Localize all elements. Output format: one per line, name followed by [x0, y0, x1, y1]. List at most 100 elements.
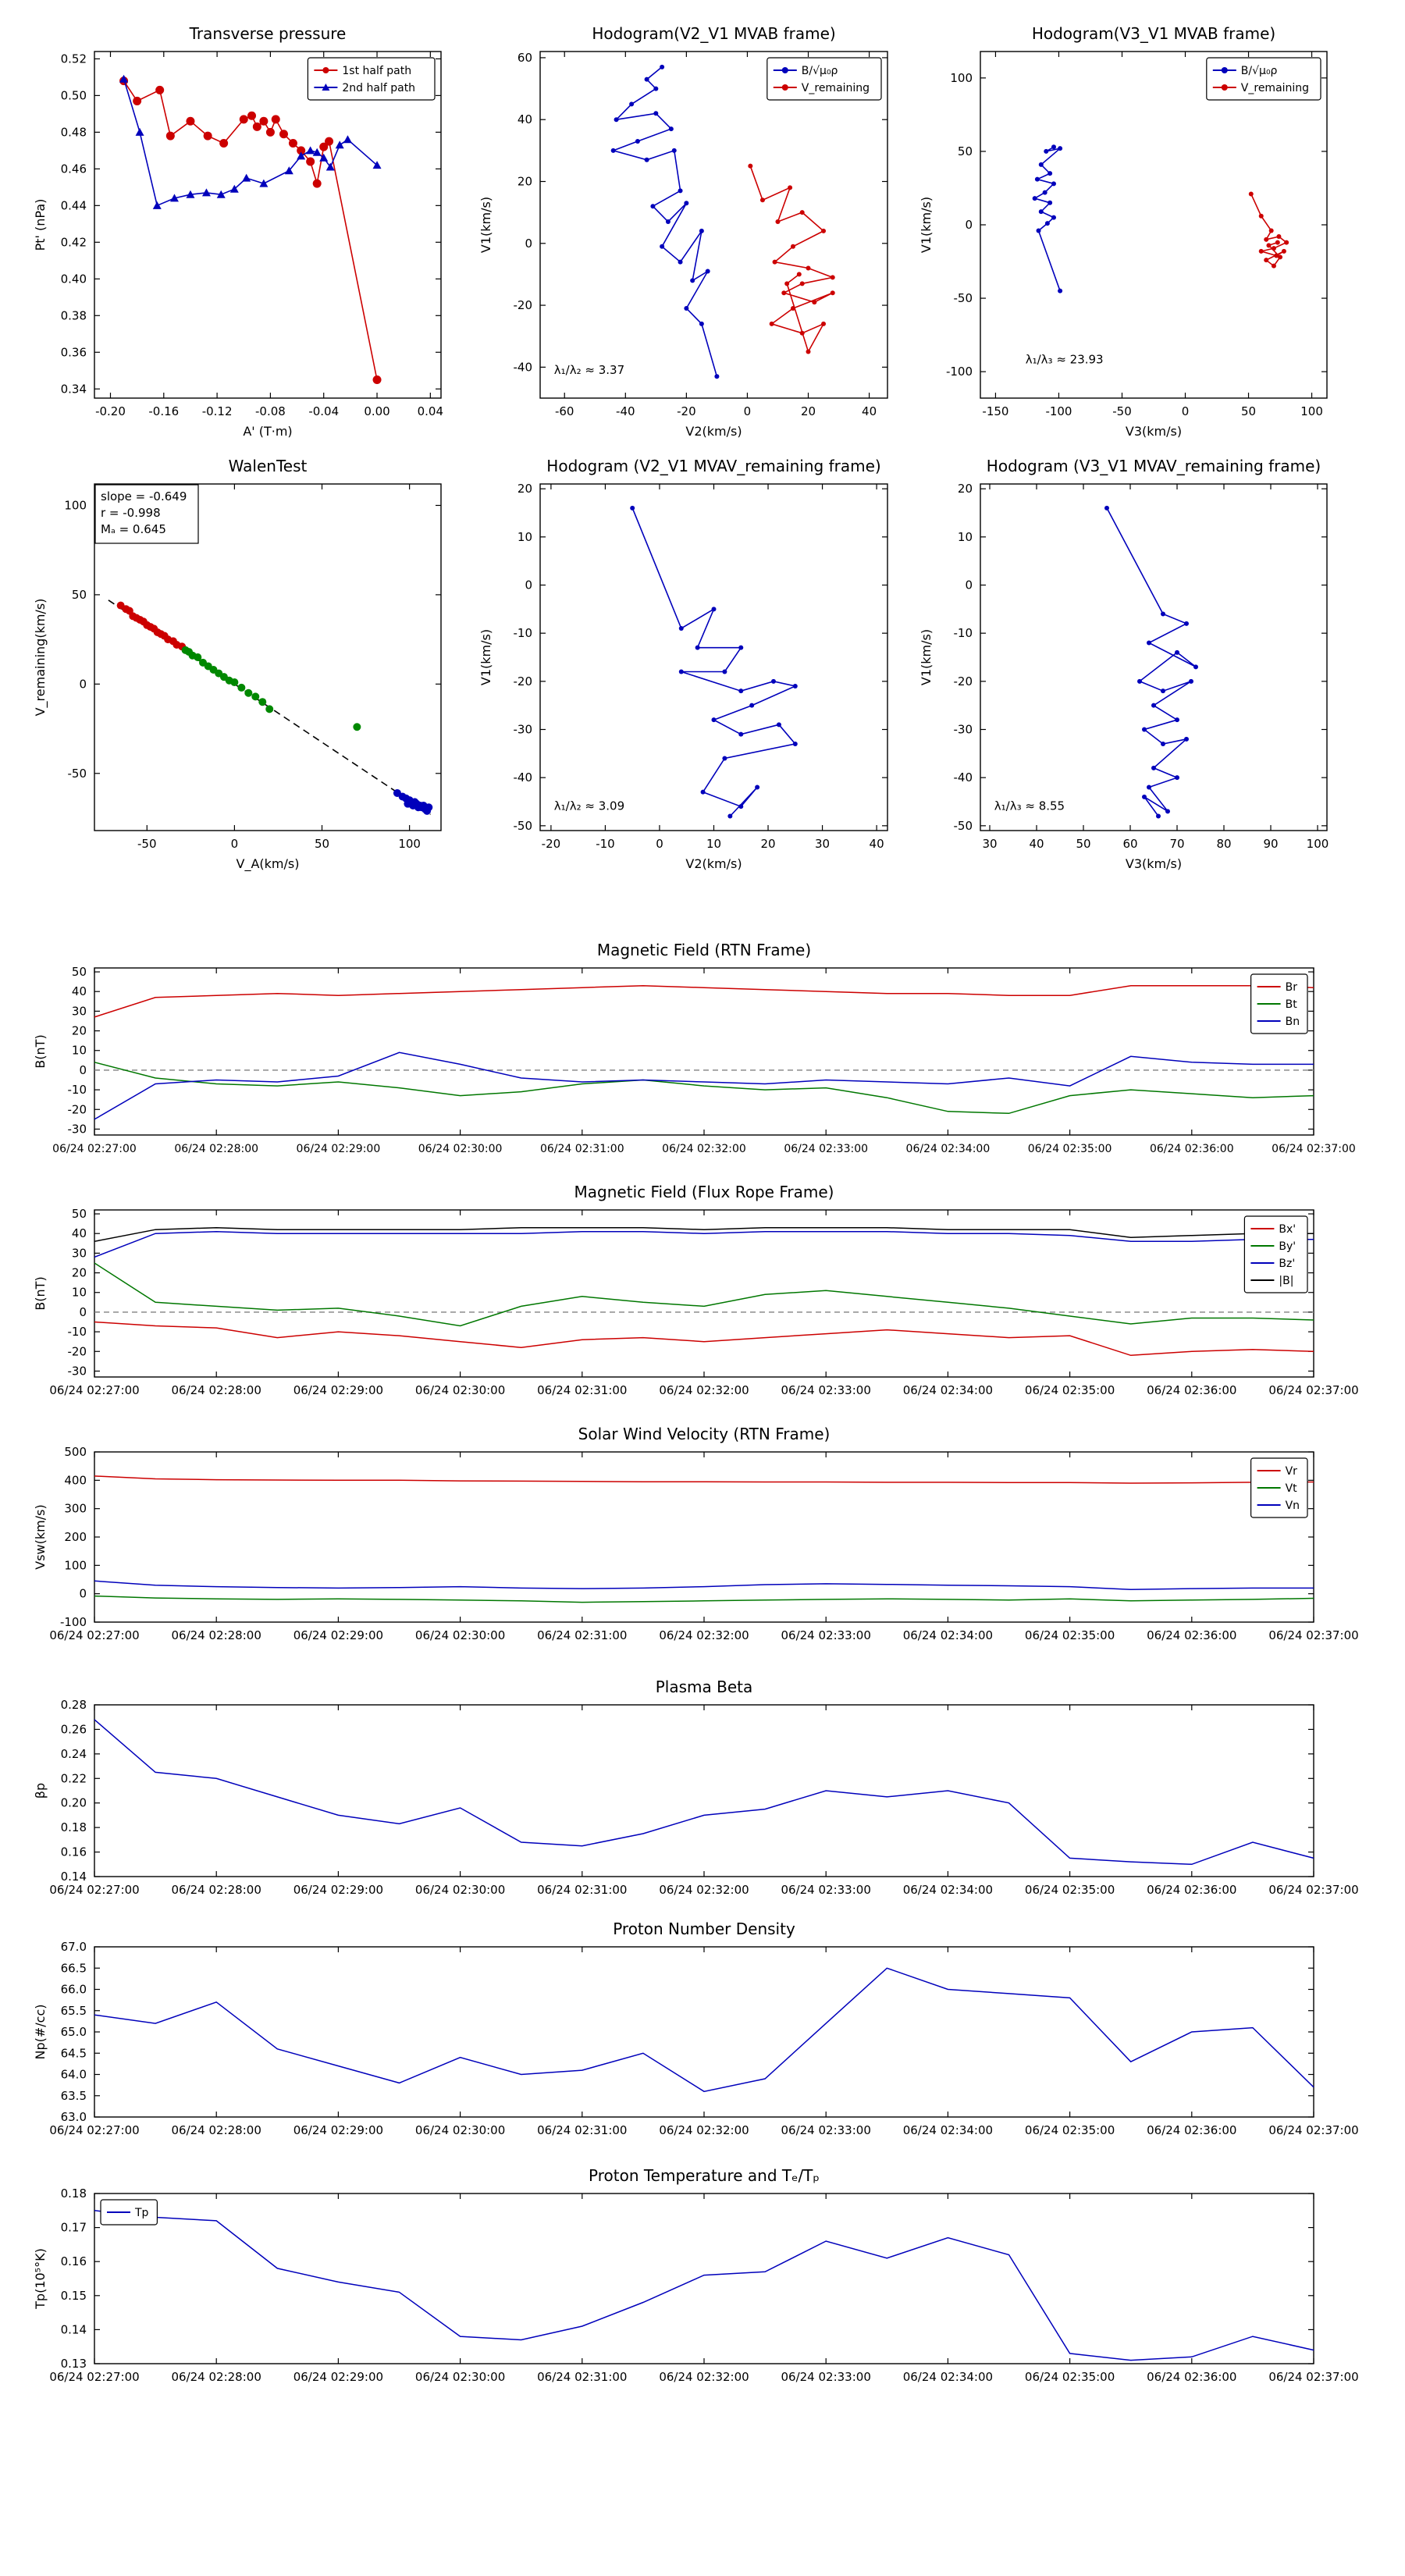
data-point	[660, 64, 665, 69]
x-tick-label: 06/24 02:36:00	[1147, 1383, 1236, 1397]
chart-transverse-pressure: -0.20 -0.16 -0.12 -0.08 -0.04 0.00 0.04 0.34 0.3…	[9, 12, 496, 447]
data-point	[714, 374, 720, 379]
hodo_v3v1_mvab-plot: -150 -100 -50 0 50 100 -100 -50 0 50 100 Hodogram(V…	[919, 24, 1328, 439]
data-point	[1266, 243, 1272, 248]
data-point	[610, 148, 616, 153]
legend-label: Vr	[1286, 1465, 1298, 1478]
x-tick-label: 06/24 02:29:00	[293, 1883, 383, 1897]
data-point	[216, 190, 226, 198]
vsw-plot: 06/24 02:27:00 06/24 02:28:00 06/24 02:29:…	[33, 1425, 1359, 1642]
data-point	[722, 669, 727, 674]
x-tick-label: 40	[870, 837, 884, 851]
np-plot: 06/24 02:27:00 06/24 02:28:00 06/24 02:29:…	[33, 1920, 1359, 2137]
data-point	[1161, 688, 1165, 694]
y-tick-label: 100	[64, 1558, 87, 1572]
data-point	[678, 188, 683, 194]
legend-box	[1243, 1215, 1308, 1293]
series-line	[94, 1595, 1314, 1603]
data-point	[1038, 162, 1044, 167]
chart-walen-test: -50 0 50 100 -50 0 50 100 WalenTest V_A(km/s) V_re…	[9, 445, 496, 879]
chart-title: WalenTest	[229, 457, 308, 475]
y-tick-label: 0.52	[61, 52, 87, 66]
y-tick-label: -50	[514, 819, 533, 833]
data-point	[1036, 228, 1041, 233]
y-tick-label: 0.22	[61, 1771, 87, 1785]
y-tick-label: 20	[72, 1024, 87, 1038]
chart-title: Magnetic Field (Flux Rope Frame)	[574, 1183, 834, 1201]
chart-magnetic-field-flux-rope: 06/24 02:27:00 06/24 02:28:00 06/24 02:29:…	[9, 1171, 1368, 1425]
x-tick-label: 06/24 02:32:00	[659, 1383, 749, 1397]
data-point	[1184, 621, 1189, 626]
chart-proton-number-density: 06/24 02:27:00 06/24 02:28:00 06/24 02:29:…	[9, 1908, 1368, 2165]
x-tick-label: 06/24 02:29:00	[293, 2123, 383, 2137]
data-point	[748, 163, 753, 169]
y-tick-label: 40	[72, 984, 87, 998]
y-tick-label: 66.0	[61, 1983, 87, 1997]
data-point	[699, 321, 704, 326]
y-tick-label: 10	[72, 1286, 87, 1300]
x-tick-label: -50	[1112, 404, 1132, 418]
data-point	[830, 275, 835, 280]
x-tick-label: 06/24 02:35:00	[1025, 1383, 1115, 1397]
y-tick-label: -100	[60, 1615, 87, 1629]
walen-plot: -50 0 50 100 -50 0 50 100 WalenTest V_A(km/s) V_re…	[33, 457, 442, 872]
data-point	[792, 684, 798, 688]
x-tick-label: -0.08	[255, 404, 286, 418]
chart-title: Magnetic Field (RTN Frame)	[597, 941, 811, 959]
data-point	[279, 130, 288, 139]
data-point	[629, 101, 635, 107]
x-tick-label: 06/24 02:37:00	[1268, 1883, 1358, 1897]
data-point	[668, 126, 674, 132]
data-point	[1264, 258, 1269, 263]
data-point	[644, 76, 649, 82]
x-tick-label: 06/24 02:29:00	[293, 2370, 383, 2384]
data-point	[343, 135, 352, 144]
data-point	[650, 204, 656, 209]
x-tick-label: 06/24 02:28:00	[172, 1883, 261, 1897]
hodo_v3v1_mvav-plot: 30 40 50 60 70 80 90 100 -50 -40 -30 -20 -10 0 10 20 Hod…	[919, 457, 1329, 871]
data-point	[738, 731, 744, 737]
y-tick-label: 0	[79, 1063, 87, 1077]
data-point	[1048, 171, 1053, 176]
x-tick-label: -50	[137, 837, 157, 851]
x-tick-label: -20	[542, 837, 561, 851]
data-point	[749, 703, 755, 708]
data-point	[1275, 240, 1280, 245]
x-tick-label: 40	[1029, 837, 1044, 851]
data-point	[711, 607, 717, 612]
y-tick-label: 20	[518, 482, 532, 496]
data-point	[237, 683, 246, 692]
data-point	[165, 131, 175, 141]
y-tick-label: 40	[518, 112, 532, 126]
y-tick-label: 30	[72, 1246, 87, 1260]
data-point	[259, 179, 269, 187]
data-point	[635, 138, 640, 144]
x-tick-label: 06/24 02:29:00	[293, 1628, 383, 1642]
data-point	[699, 228, 704, 233]
y-tick-label: -20	[68, 1102, 87, 1116]
y-tick-label: 0.17	[61, 2221, 87, 2235]
y-tick-label: 0.36	[61, 345, 87, 359]
data-point	[784, 281, 790, 286]
chart-hodogram-v3v1-mvav: 30 40 50 60 70 80 90 100 -50 -40 -30 -20 -10 0 10 20 Hod…	[895, 445, 1382, 879]
legend-label: Vn	[1286, 1500, 1300, 1512]
y-tick-label: -20	[514, 674, 533, 688]
x-tick-label: 06/24 02:33:00	[781, 2370, 871, 2384]
data-point	[1193, 664, 1198, 670]
data-point	[1268, 228, 1274, 233]
data-point	[1175, 775, 1179, 781]
y-tick-label: 20	[72, 1266, 87, 1280]
data-point	[288, 138, 297, 148]
x-tick-label: 06/24 02:35:00	[1025, 2123, 1115, 2137]
y-tick-label: 66.5	[61, 1961, 87, 1975]
legend-label: B/√μ₀ρ	[802, 65, 838, 77]
x-axis-label: V2(km/s)	[685, 424, 742, 439]
data-point	[1278, 254, 1283, 260]
data-point	[247, 111, 257, 120]
y-tick-label: -50	[954, 291, 973, 305]
y-tick-label: 64.5	[61, 2046, 87, 2060]
x-tick-label: 06/24 02:32:00	[659, 1883, 749, 1897]
series-line	[94, 1062, 1314, 1115]
y-tick-label: -20	[514, 298, 533, 312]
transverse_pressure-plot: -0.20 -0.16 -0.12 -0.08 -0.04 0.00 0.04 0.34 0.3…	[33, 24, 443, 439]
